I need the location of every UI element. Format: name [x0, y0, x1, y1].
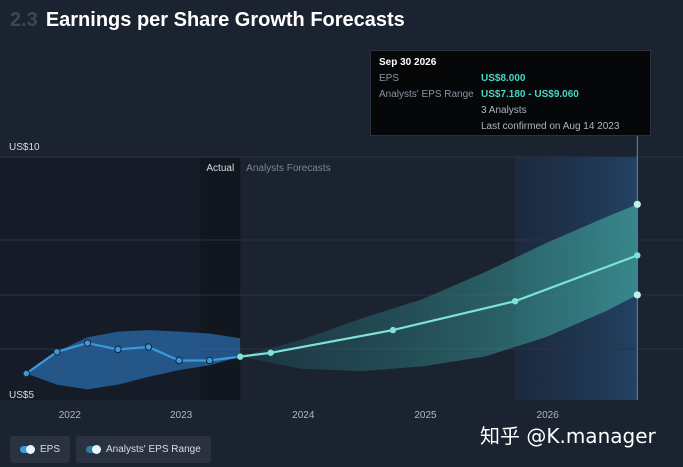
- tooltip-date: Sep 30 2026: [379, 57, 437, 68]
- tooltip-eps-row: EPS US$8.000: [379, 71, 642, 87]
- chart-title: Earnings per Share Growth Forecasts: [45, 9, 405, 31]
- eps-actual-point: [175, 356, 183, 365]
- eps-actual-point: [22, 369, 31, 378]
- tooltip-confirmed-row: Last confirmed on Aug 14 2023: [379, 119, 642, 135]
- eps-forecast-point: [511, 297, 519, 305]
- x-tick-label: 2022: [59, 410, 82, 421]
- eps-actual-point: [53, 348, 61, 356]
- forecast-label: Analysts Forecasts: [246, 163, 330, 174]
- eps-actual-point: [144, 343, 153, 351]
- x-tick-label: 2026: [537, 410, 560, 421]
- x-tick-label: 2023: [170, 410, 193, 421]
- eps-forecast-point: [634, 252, 641, 259]
- x-tick-label: 2024: [292, 410, 315, 421]
- y-tick-label: US$5: [9, 390, 34, 401]
- eps-forecast-point: [267, 349, 274, 356]
- range-low-point: [633, 291, 641, 299]
- forecast-range-area: [240, 204, 638, 372]
- eps-actual-point: [205, 356, 214, 365]
- chart-legend: EPS Analysts' EPS Range: [10, 436, 211, 463]
- legend-eps-toggle[interactable]: EPS: [10, 436, 71, 463]
- toggle-icon: [86, 445, 102, 454]
- eps-forecast-point: [236, 353, 244, 360]
- section-number: 2.3: [10, 9, 38, 31]
- tooltip-eps-value: US$8.000: [481, 73, 526, 84]
- range-high-point: [633, 200, 641, 208]
- header: 2.3 Earnings per Share Growth Forecasts: [10, 9, 405, 37]
- watermark: 知乎 @K.manager: [480, 424, 656, 448]
- y-tick-label: US$10: [9, 142, 40, 153]
- toggle-icon: [20, 445, 35, 454]
- eps-actual-point: [83, 339, 92, 347]
- tooltip-range-value: US$7.180 - US$9.060: [481, 89, 579, 100]
- actual-label: Actual: [206, 163, 234, 174]
- tooltip-confirmed: Last confirmed on Aug 14 2023: [481, 121, 620, 132]
- tooltip-range-row: Analysts' EPS Range US$7.180 - US$9.060: [379, 87, 642, 103]
- legend-range-toggle[interactable]: Analysts' EPS Range: [76, 436, 211, 463]
- tooltip-analysts-row: 3 Analysts: [379, 103, 642, 119]
- legend-eps-label: EPS: [40, 444, 61, 455]
- x-tick-label: 2025: [414, 410, 437, 421]
- legend-range-label: Analysts' EPS Range: [106, 444, 201, 455]
- eps-actual-line: [25, 341, 241, 375]
- chart-tooltip: Sep 30 2026 EPS US$8.000 Analysts' EPS R…: [370, 50, 651, 136]
- tooltip-eps-label: EPS: [379, 73, 400, 84]
- eps-actual-point: [114, 345, 122, 354]
- eps-forecast-point: [389, 326, 397, 334]
- tooltip-analysts: 3 Analysts: [481, 105, 527, 116]
- tooltip-range-label: Analysts' EPS Range: [379, 89, 474, 100]
